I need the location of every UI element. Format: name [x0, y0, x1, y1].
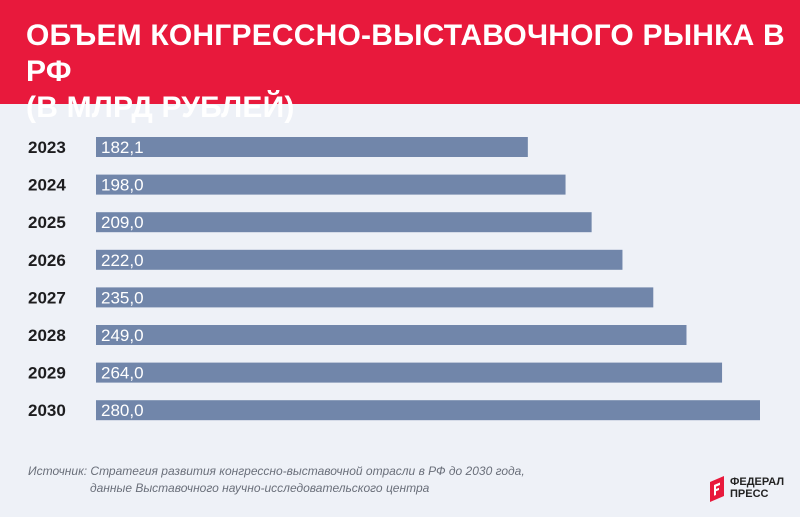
bar-value-label: 264,0 [101, 364, 144, 383]
year-label: 2028 [28, 326, 66, 345]
bar-2030 [96, 400, 760, 421]
bar-2025 [96, 212, 592, 233]
year-label: 2029 [28, 364, 66, 383]
bar-2023 [96, 137, 528, 157]
bar-2026 [96, 249, 623, 270]
fp-logo-icon [710, 476, 724, 502]
source-line2: данные Выставочного научно-исследователь… [90, 481, 430, 495]
chart-title: ОБЪЕМ КОНГРЕССНО-ВЫСТАВОЧНОГО РЫНКА В РФ… [26, 18, 786, 126]
chart-title-line2: (В МЛРД РУБЛЕЙ) [26, 91, 295, 124]
bar-value-label: 182,1 [101, 138, 144, 157]
logo-text: ФЕДЕРАЛ ПРЕСС [730, 476, 784, 500]
bar-value-label: 198,0 [101, 176, 144, 195]
bar-value-label: 235,0 [101, 288, 144, 307]
year-label: 2023 [28, 138, 66, 157]
source-note: Источник: Стратегия развития конгрессно-… [28, 463, 525, 497]
federal-press-logo: ФЕДЕРАЛ ПРЕСС [706, 474, 790, 502]
bar-2024 [96, 174, 566, 195]
year-label: 2024 [28, 176, 66, 195]
source-line1: Источник: Стратегия развития конгрессно-… [28, 464, 525, 478]
year-label: 2026 [28, 251, 66, 270]
bar-value-label: 222,0 [101, 251, 144, 270]
chart-title-line1: ОБЪЕМ КОНГРЕССНО-ВЫСТАВОЧНОГО РЫНКА В РФ [26, 19, 785, 88]
bar-value-label: 280,0 [101, 401, 144, 420]
year-label: 2027 [28, 288, 66, 307]
year-label: 2025 [28, 213, 66, 232]
bar-2028 [96, 325, 687, 345]
bar-2029 [96, 362, 723, 383]
year-label: 2030 [28, 401, 66, 420]
logo-line2: ПРЕСС [730, 488, 769, 500]
logo-line1: ФЕДЕРАЛ [730, 476, 785, 488]
title-banner: ОБЪЕМ КОНГРЕССНО-ВЫСТАВОЧНОГО РЫНКА В РФ… [0, 0, 800, 124]
bar-value-label: 249,0 [101, 326, 144, 345]
bar-value-label: 209,0 [101, 213, 144, 232]
bar-2027 [96, 287, 654, 308]
